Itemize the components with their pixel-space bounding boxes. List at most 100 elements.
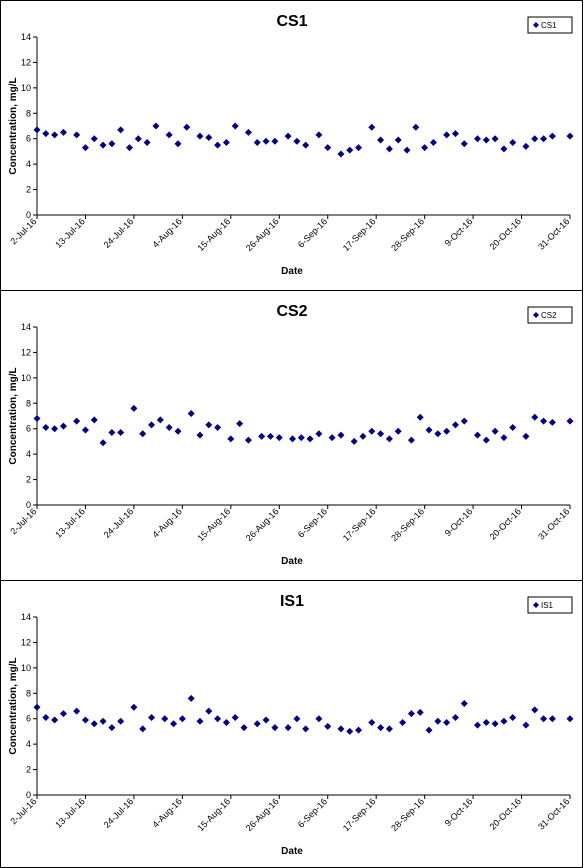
data-point-cs2 [117,429,125,437]
data-point-cs1 [222,139,230,147]
y-tick-label: 0 [26,210,31,220]
y-tick-label: 8 [26,398,31,408]
data-point-cs1 [566,132,574,140]
data-point-cs1 [531,135,539,143]
data-point-is1 [222,719,230,727]
data-point-cs1 [293,137,301,145]
data-point-is1 [161,715,169,723]
data-point-cs2 [473,431,481,439]
data-point-cs1 [451,130,459,138]
y-tick-label: 0 [26,500,31,510]
x-tick-label: 17-Sep-16 [341,506,378,543]
data-point-is1 [425,726,433,734]
data-point-is1 [196,717,204,725]
data-point-cs1 [394,136,402,144]
data-point-is1 [355,726,363,734]
data-point-is1 [509,713,517,721]
chart-title: CS2 [276,303,307,320]
data-point-cs2 [236,420,244,428]
data-point-is1 [416,708,424,716]
data-point-cs1 [460,140,468,148]
data-point-cs1 [33,126,41,134]
data-point-is1 [130,703,138,711]
y-tick-label: 8 [26,108,31,118]
data-point-is1 [531,706,539,714]
data-point-cs2 [156,416,164,424]
data-point-cs2 [108,429,116,437]
x-tick-label: 31-Oct-16 [536,506,571,541]
data-point-cs2 [500,434,508,442]
data-point-cs2 [59,422,67,430]
data-point-cs1 [90,135,98,143]
y-tick-label: 14 [21,322,31,332]
x-tick-label: 17-Sep-16 [341,796,378,833]
data-point-cs1 [81,144,89,152]
data-point-cs1 [42,130,50,138]
data-point-cs2 [443,427,451,435]
data-point-is1 [500,717,508,725]
data-point-cs2 [394,427,402,435]
data-point-is1 [434,717,442,725]
y-tick-label: 2 [26,475,31,485]
data-point-cs2 [130,404,138,412]
data-point-cs2 [337,431,345,439]
x-tick-label: 17-Sep-16 [341,216,378,253]
data-point-cs1 [302,141,310,149]
x-tick-label: 24-Jul-16 [102,796,136,830]
legend-box [527,596,573,614]
data-point-cs2 [522,432,530,440]
data-point-cs2 [90,416,98,424]
data-point-is1 [187,694,195,702]
data-point-cs2 [187,409,195,417]
data-point-is1 [170,720,178,728]
x-tick-label: 28-Sep-16 [389,216,426,253]
chart-panel-is1: IS1 0 2 4 6 8 10 12 14 2-Jul-16 13-Jul-16 24-Jul-16… [0,580,583,868]
data-point-is1 [540,715,548,723]
data-point-cs1 [244,128,252,136]
data-point-cs2 [482,436,490,444]
data-point-cs2 [73,417,81,425]
y-tick-label: 14 [21,612,31,622]
data-point-cs2 [540,417,548,425]
x-tick-label: 31-Oct-16 [536,216,571,251]
y-tick-label: 6 [26,134,31,144]
data-point-cs2 [368,427,376,435]
data-point-is1 [262,716,270,724]
y-tick-label: 4 [26,739,31,749]
data-point-is1 [491,720,499,728]
data-point-cs1 [262,137,270,145]
data-point-cs1 [473,135,481,143]
data-point-cs1 [500,145,508,153]
data-point-is1 [240,724,248,732]
data-point-cs2 [174,427,182,435]
data-point-is1 [451,713,459,721]
data-point-cs1 [73,131,81,139]
data-point-cs2 [196,431,204,439]
data-point-cs2 [377,430,385,438]
data-point-is1 [284,724,292,732]
data-point-cs1 [315,131,323,139]
legend-label: CS1 [541,21,557,30]
x-axis-label: Date [281,556,303,567]
data-point-cs1 [174,140,182,148]
y-tick-label: 12 [21,637,31,647]
data-point-cs2 [42,423,50,431]
legend-label: CS2 [541,311,557,320]
x-tick-label: 6-Sep-16 [296,506,329,539]
x-tick-label: 9-Oct-16 [443,796,475,828]
data-point-cs1 [126,144,134,152]
y-tick-label: 2 [26,185,31,195]
data-point-cs2 [205,421,213,429]
data-point-cs2 [407,436,415,444]
data-point-is1 [346,727,354,735]
data-point-is1 [399,719,407,727]
y-tick-label: 12 [21,347,31,357]
data-point-cs2 [460,417,468,425]
x-tick-label: 15-Aug-16 [195,796,232,833]
data-point-is1 [117,717,125,725]
data-point-cs1 [271,137,279,145]
x-tick-label: 2-Jul-16 [8,796,38,826]
data-point-is1 [59,710,67,718]
x-tick-label: 9-Oct-16 [443,506,475,538]
data-point-is1 [482,719,490,727]
